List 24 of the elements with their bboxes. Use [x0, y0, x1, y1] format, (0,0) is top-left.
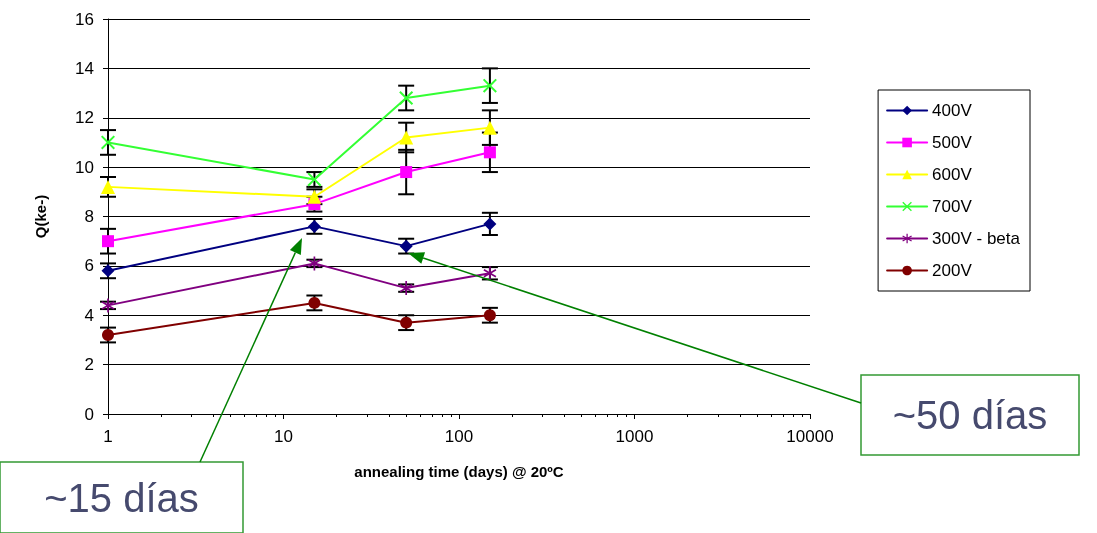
legend-label: 500V	[932, 133, 973, 152]
y-tick-label: 10	[75, 157, 94, 177]
y-tick-label: 6	[84, 256, 94, 276]
legend-label: 400V	[932, 101, 973, 120]
legend-label: 300V - beta	[932, 229, 1021, 248]
y-tick-label: 12	[75, 108, 94, 128]
legend-label: 200V	[932, 261, 973, 280]
x-axis-title: annealing time (days) @ 20ºC	[354, 463, 564, 480]
y-tick-label: 4	[84, 305, 94, 325]
y-tick-label: 8	[84, 207, 94, 226]
y-tick-label: 16	[75, 9, 94, 29]
x-tick-label: 1	[103, 427, 113, 446]
y-tick-label: 14	[75, 58, 94, 78]
legend-label: 600V	[932, 165, 973, 184]
y-tick-label: 2	[84, 355, 94, 375]
y-axis-title: Q(ke-)	[32, 194, 49, 239]
text: ~50 días	[892, 393, 1048, 437]
x-tick-label: 10000	[786, 427, 834, 446]
x-tick-label: 100	[444, 427, 474, 446]
legend-label: 700V	[932, 197, 973, 216]
x-tick-label: 10	[274, 427, 293, 446]
text: ~15 días	[44, 475, 199, 520]
y-tick-label: 0	[84, 404, 94, 424]
x-tick-label: 1000	[615, 427, 654, 446]
